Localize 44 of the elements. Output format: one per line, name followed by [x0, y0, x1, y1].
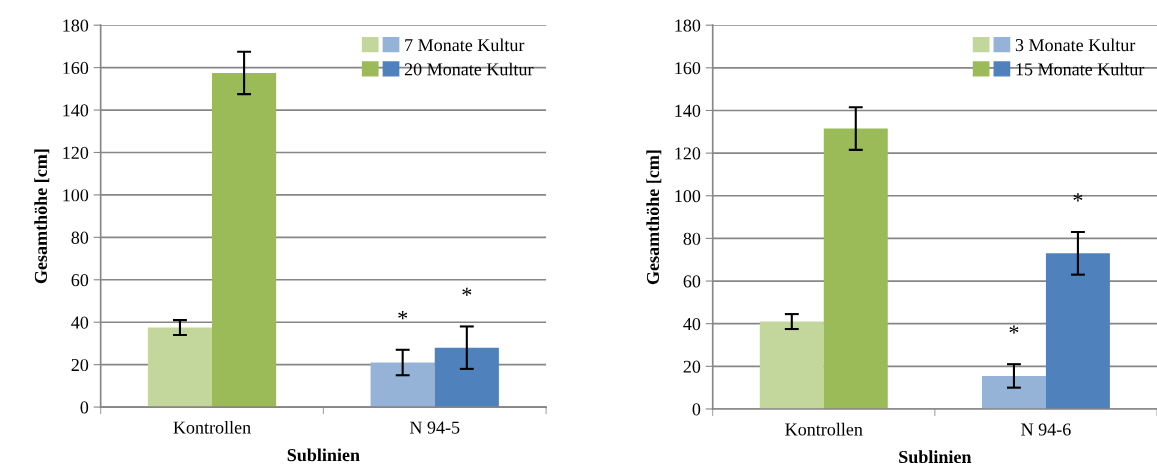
y-tick-label: 40 — [71, 316, 89, 329]
legend-label: 7 Monate Kultur — [405, 38, 525, 52]
bar — [434, 347, 499, 408]
bar — [759, 321, 824, 409]
annotation: * — [1073, 193, 1083, 202]
y-tick-label: 20 — [71, 358, 89, 372]
y-tick-label: 100 — [675, 190, 701, 203]
y-tick-label: 140 — [675, 104, 701, 117]
y-tick-label: 180 — [675, 19, 701, 32]
x-axis-title: Sublinien — [899, 450, 972, 464]
y-tick-label: 120 — [675, 147, 701, 160]
y-axis-title: Gesamthöhe [cm] — [646, 150, 662, 285]
x-tick-label: Kontrollen — [785, 422, 863, 436]
annotation: * — [398, 311, 408, 320]
y-tick-label: 80 — [683, 232, 701, 245]
legend-label: 3 Monate Kultur — [1015, 38, 1136, 52]
y-tick-label: 140 — [63, 104, 89, 117]
y-tick-label: 20 — [683, 360, 701, 373]
y-tick-label: 160 — [63, 61, 89, 75]
x-tick-label: N 94-5 — [409, 421, 460, 434]
bar — [370, 362, 435, 408]
y-tick-label: 80 — [71, 231, 89, 244]
bar — [1045, 253, 1110, 409]
annotation: * — [1009, 325, 1019, 334]
y-tick-label: 120 — [63, 146, 89, 159]
bar — [981, 375, 1046, 409]
y-tick-label: 60 — [683, 275, 701, 288]
x-axis-title: Sublinien — [287, 448, 360, 462]
x-tick-label: N 94-6 — [1021, 423, 1071, 436]
y-axis-title: Gesamthöhe [cm] — [34, 149, 50, 284]
bar — [212, 72, 277, 408]
bar — [147, 327, 213, 408]
bar — [823, 128, 888, 409]
y-tick-label: 40 — [683, 317, 701, 331]
y-tick-label: 160 — [675, 62, 701, 75]
annotation: * — [462, 287, 472, 296]
y-tick-label: 0 — [692, 403, 701, 416]
y-tick-label: 180 — [63, 19, 89, 32]
y-tick-label: 0 — [80, 401, 89, 414]
legend-label: 15 Monate Kultur — [1016, 62, 1145, 76]
x-tick-label: Kontrollen — [173, 420, 251, 434]
legend-label: 20 Monate Kultur — [404, 62, 534, 76]
y-tick-label: 60 — [71, 274, 89, 287]
y-tick-label: 100 — [63, 189, 89, 202]
